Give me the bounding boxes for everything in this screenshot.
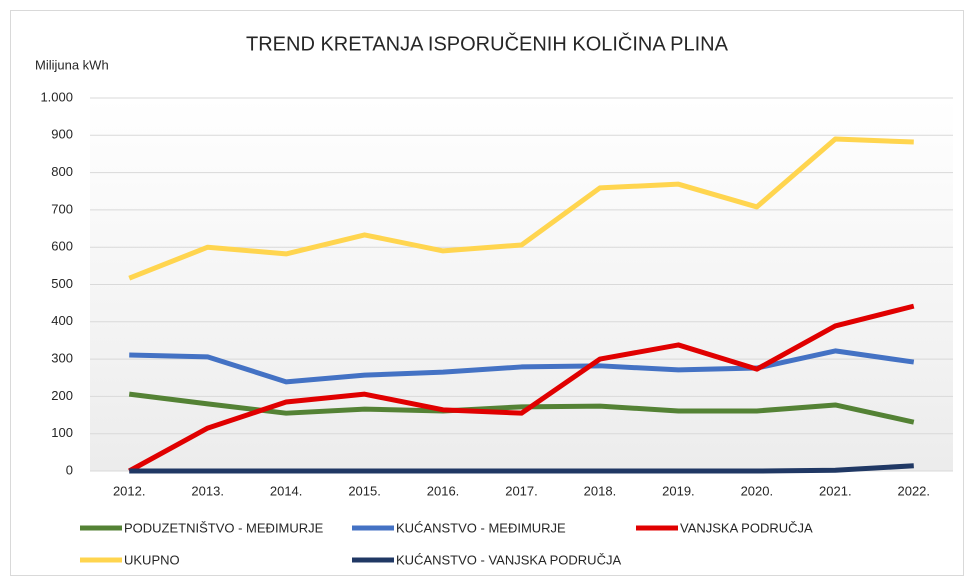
x-tick-label: 2018. <box>584 483 617 498</box>
x-tick-label: 2022. <box>897 483 930 498</box>
y-tick-label: 0 <box>66 462 73 477</box>
legend-label: PODUZETNIŠTVO - MEĐIMURJE <box>124 520 324 535</box>
series-line <box>128 136 914 281</box>
y-tick-label: 700 <box>51 201 73 216</box>
series-line <box>129 348 915 385</box>
x-tick-label: 2015. <box>348 483 381 498</box>
legend-label: UKUPNO <box>124 552 180 567</box>
y-axis-label: Milijuna kWh <box>35 57 109 72</box>
y-tick-label: 900 <box>51 127 73 142</box>
series-line <box>129 463 914 474</box>
x-tick-label: 2014. <box>270 483 303 498</box>
x-tick-label: 2016. <box>427 483 460 498</box>
chart-title: TREND KRETANJA ISPORUČENIH KOLIČINA PLIN… <box>246 32 729 55</box>
series-line <box>128 303 915 474</box>
y-tick-label: 600 <box>51 239 73 254</box>
legend-label: VANJSKA PODRUČJA <box>680 520 813 535</box>
y-tick-label: 300 <box>51 351 73 366</box>
x-tick-label: 2020. <box>741 483 774 498</box>
x-tick-label: 2021. <box>819 483 852 498</box>
x-tick-label: 2017. <box>505 483 538 498</box>
y-tick-label: 200 <box>51 388 73 403</box>
x-tick-label: 2012. <box>113 483 146 498</box>
x-tick-label: 2019. <box>662 483 695 498</box>
x-tick-label: 2013. <box>191 483 224 498</box>
y-tick-label: 500 <box>51 276 73 291</box>
y-tick-label: 800 <box>51 164 73 179</box>
legend-label: KUĆANSTVO - MEĐIMURJE <box>396 520 566 535</box>
y-tick-label: 100 <box>51 425 73 440</box>
y-tick-label: 400 <box>51 313 73 328</box>
legend-label: KUĆANSTVO - VANJSKA PODRUČJA <box>396 552 621 567</box>
y-tick-label: 1.000 <box>40 89 73 104</box>
